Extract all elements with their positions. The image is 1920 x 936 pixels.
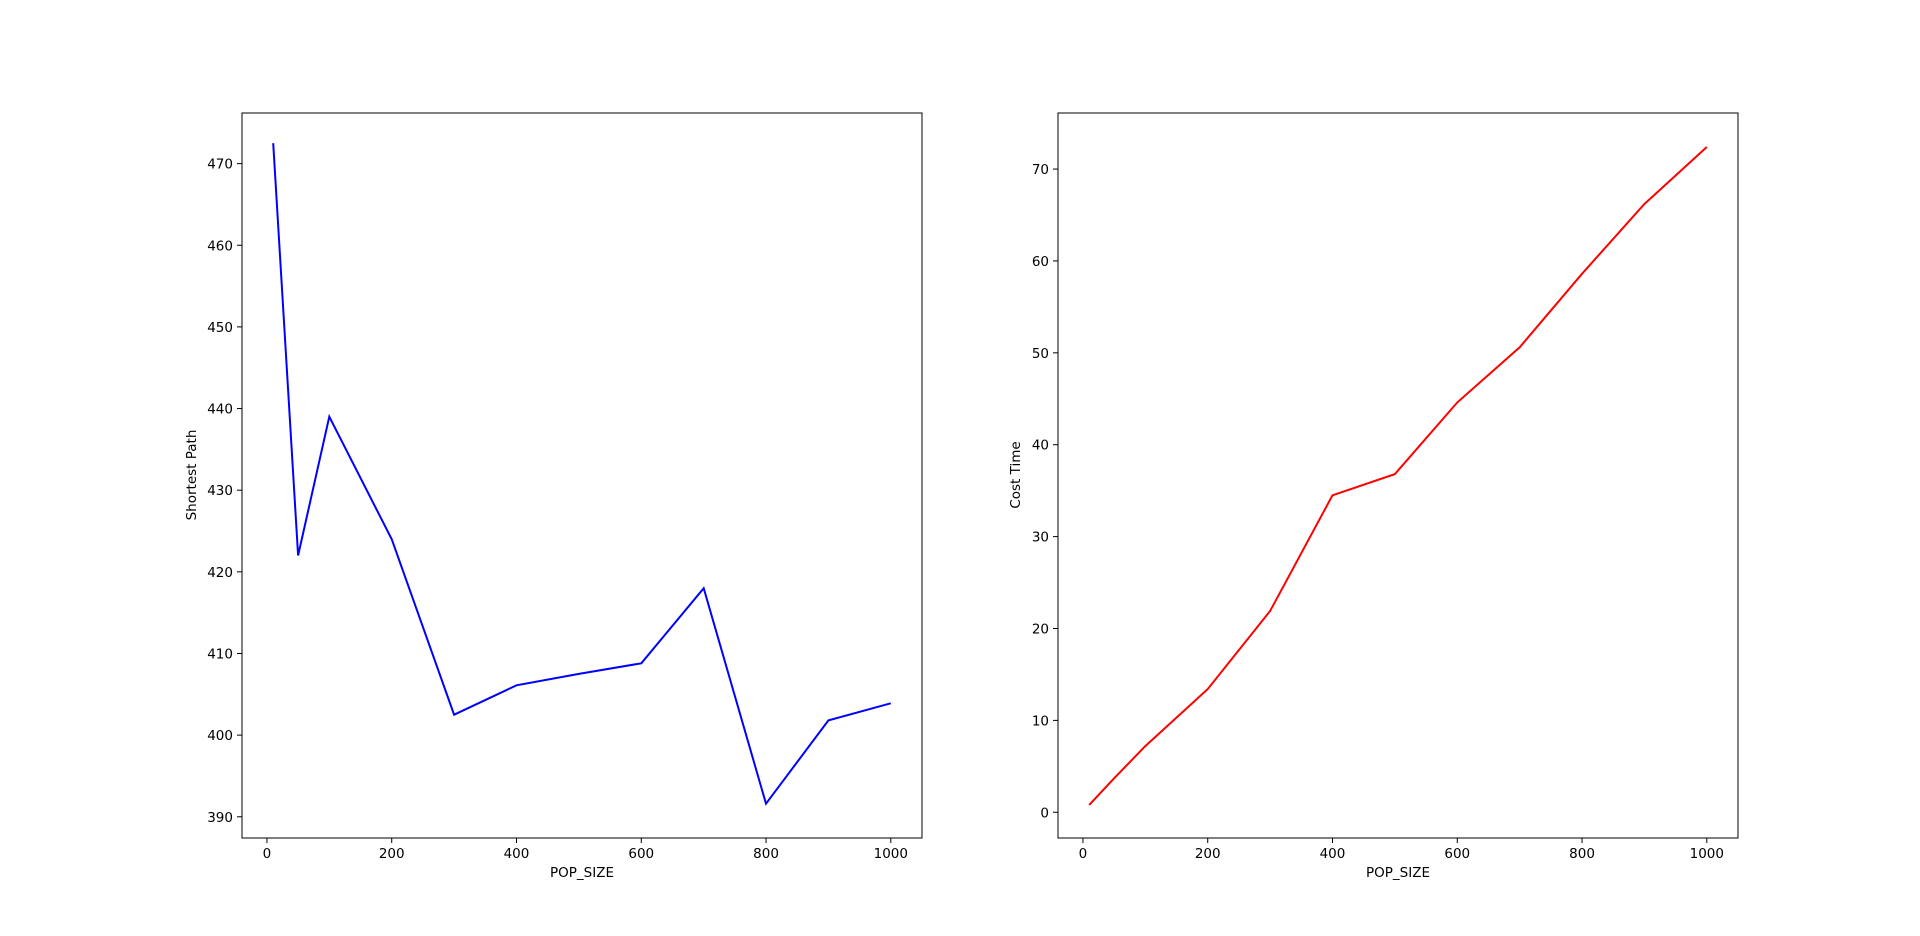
plot-area [1058,113,1738,838]
plot-frame [241,112,923,839]
y-tick-label: 60 [1032,254,1049,270]
shortest-path-chart: 0 200 400 600 800 1000 390 400 410 420 430 440 450 46… [184,112,923,881]
axis-ticks: 0 200 400 600 800 1000 0 10 20 30 40 50 60 70 [1032,162,1724,862]
y-tick-label: 0 [1040,805,1049,821]
x-tick-label: 600 [1444,846,1470,862]
x-tick-label: 800 [753,846,779,862]
y-tick-label: 460 [207,238,233,254]
cost-time-chart: 0 200 400 600 800 1000 0 10 20 30 40 50 60 70 POP_SIZ… [1008,112,1739,881]
y-tick-label: 470 [207,157,233,173]
y-tick-label: 410 [207,646,233,662]
y-tick-label: 400 [207,728,233,744]
x-tick-label: 1000 [874,846,908,862]
series-line-shortest-path [272,143,892,806]
y-tick-label: 450 [207,320,233,336]
y-axis-label: Shortest Path [184,430,200,521]
x-tick-label: 400 [504,846,530,862]
x-tick-label: 1000 [1690,846,1724,862]
y-tick-label: 440 [207,402,233,418]
x-tick-label: 200 [379,846,405,862]
y-tick-label: 70 [1032,162,1049,178]
series-line-cost-time [1088,146,1708,806]
x-tick-label: 400 [1320,846,1346,862]
plot-frame [1057,112,1739,839]
x-tick-label: 200 [1195,846,1221,862]
x-tick-label: 0 [263,846,272,862]
y-tick-label: 10 [1032,713,1049,729]
y-axis-label: Cost Time [1008,441,1024,508]
axis-ticks: 0 200 400 600 800 1000 390 400 410 420 430 440 450 46… [207,157,908,862]
y-tick-label: 50 [1032,346,1049,362]
y-tick-label: 420 [207,565,233,581]
y-tick-label: 430 [207,483,233,499]
x-axis-label: POP_SIZE [1366,865,1430,881]
x-axis-label: POP_SIZE [550,865,614,881]
plot-area [242,113,922,838]
x-tick-label: 600 [628,846,654,862]
x-tick-label: 0 [1079,846,1088,862]
y-tick-label: 40 [1032,438,1049,454]
x-tick-label: 800 [1569,846,1595,862]
y-tick-label: 390 [207,810,233,826]
y-tick-label: 30 [1032,530,1049,546]
y-tick-label: 20 [1032,621,1049,637]
